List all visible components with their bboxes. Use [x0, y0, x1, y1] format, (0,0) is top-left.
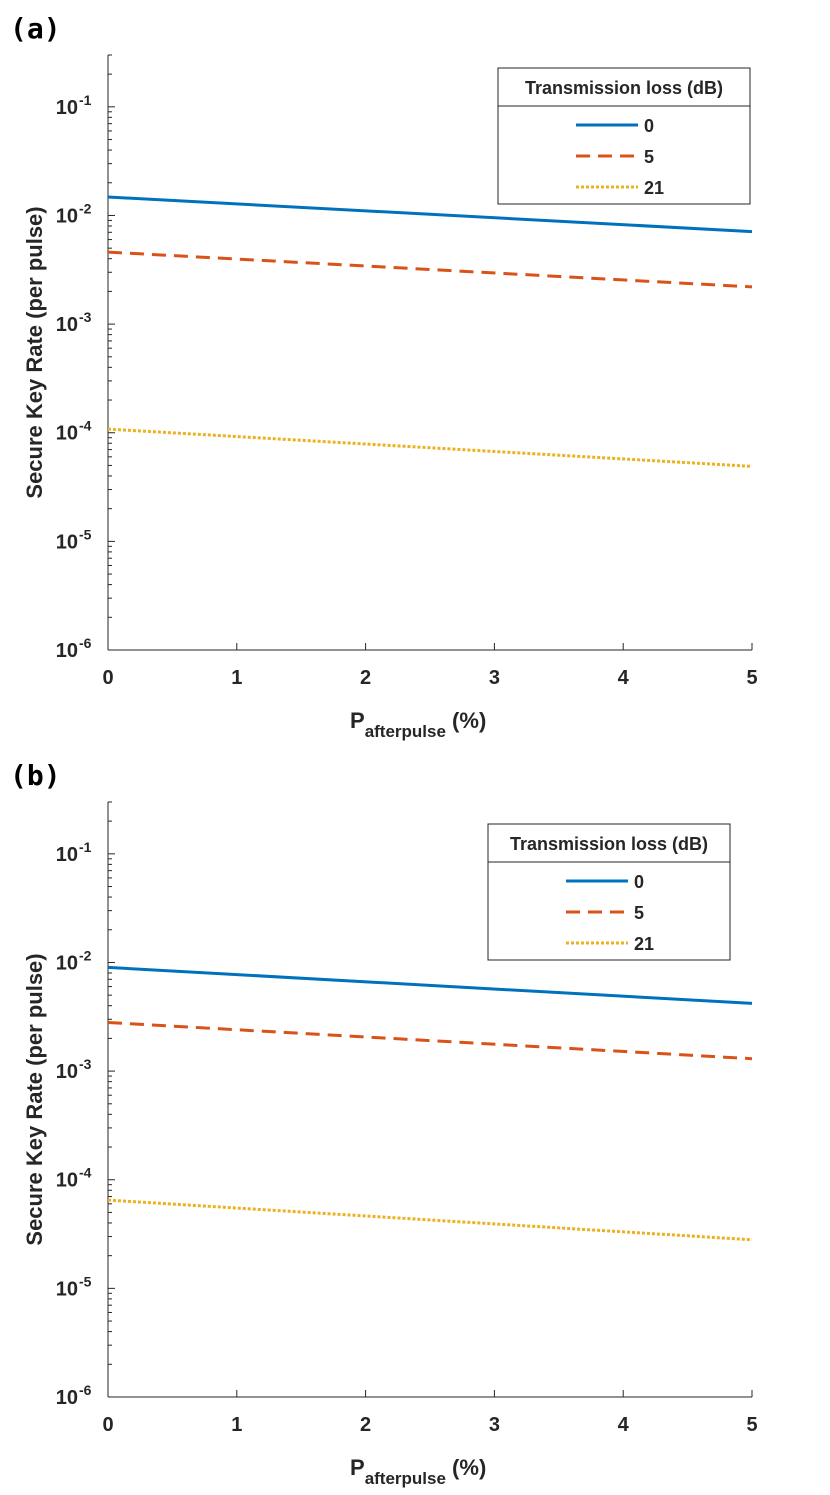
x-tick-label: 5: [746, 667, 757, 689]
x-tick-label: 5: [746, 1414, 757, 1436]
legend-entry-label: 21: [634, 934, 654, 954]
y-tick-label: 10: [56, 97, 78, 119]
chart-panel-b: (b)10 -610 -510 -410 -310 -210 -10 1 2 3 4 5Pafterp…: [10, 759, 758, 1488]
x-axis-label: Pafterpulse (%): [350, 1455, 486, 1488]
y-tick-base: 10: [56, 844, 78, 866]
y-tick-label: 10: [56, 423, 78, 445]
legend-entry-label: 21: [644, 178, 664, 198]
legend-box: [497, 67, 751, 205]
y-tick-base: 10: [56, 97, 78, 119]
x-tick-label: 2: [360, 667, 371, 689]
legend-box: [487, 823, 731, 961]
x-axis-label-subscript: afterpulse: [365, 722, 446, 741]
x-axis-label-main: P: [350, 1455, 365, 1480]
x-axis-label-suffix: (%): [446, 1455, 486, 1480]
series-line-5dB: [107, 1021, 753, 1061]
y-axis-label: Secure Key Rate (per pulse): [22, 206, 47, 498]
x-tick-label: 3: [489, 1414, 500, 1436]
x-axis-label-main: P: [350, 708, 365, 733]
y-tick-base: 10: [56, 1278, 78, 1300]
legend-entry-label: 5: [634, 903, 644, 923]
y-tick-label: 10: [56, 1387, 78, 1409]
y-tick-label: 10: [56, 844, 78, 866]
y-tick-exponent: -2: [79, 200, 92, 216]
y-tick-label: 10: [56, 952, 78, 974]
y-tick-base: 10: [56, 205, 78, 227]
x-tick-label: 1: [231, 667, 242, 689]
y-tick-exponent: -2: [79, 947, 92, 963]
legend-entry-label: 0: [644, 116, 654, 136]
y-tick-exponent: -6: [79, 635, 92, 651]
legend-entry-label: 0: [634, 872, 644, 892]
y-tick-base: 10: [56, 952, 78, 974]
legend: Transmission loss (dB) 0 5 21: [487, 823, 731, 961]
y-axis-label: Secure Key Rate (per pulse): [22, 953, 47, 1245]
y-tick-base: 10: [56, 1170, 78, 1192]
y-tick-exponent: -5: [79, 526, 92, 542]
y-tick-label: 10: [56, 1170, 78, 1192]
y-tick-base: 10: [56, 423, 78, 445]
x-tick-label: 1: [231, 1414, 242, 1436]
y-tick-base: 10: [56, 531, 78, 553]
y-tick-exponent: -3: [79, 1056, 92, 1072]
y-tick-label: 10: [56, 205, 78, 227]
x-tick-label: 3: [489, 667, 500, 689]
y-tick-label: 10: [56, 640, 78, 662]
y-tick-base: 10: [56, 640, 78, 662]
y-tick-exponent: -4: [79, 1165, 92, 1181]
x-tick-label: 0: [102, 667, 113, 689]
y-tick-base: 10: [56, 314, 78, 336]
legend-title: Transmission loss (dB): [510, 834, 708, 854]
y-tick-exponent: -1: [79, 92, 92, 108]
y-tick-base: 10: [56, 1387, 78, 1409]
panel-label: (b): [10, 759, 61, 792]
y-tick-exponent: -5: [79, 1273, 92, 1289]
x-axis-label: Pafterpulse (%): [350, 708, 486, 741]
x-tick-label: 4: [618, 667, 630, 689]
panel-label: (a): [10, 12, 61, 45]
x-tick-label: 0: [102, 1414, 113, 1436]
series-line-21dB: [107, 427, 753, 468]
y-tick-base: 10: [56, 1061, 78, 1083]
x-axis-label-suffix: (%): [446, 708, 486, 733]
x-tick-label: 2: [360, 1414, 371, 1436]
series-line-5dB: [107, 250, 753, 289]
series-line-21dB: [107, 1198, 753, 1242]
y-tick-label: 10: [56, 314, 78, 336]
y-tick-label: 10: [56, 1278, 78, 1300]
y-tick-label: 10: [56, 531, 78, 553]
x-axis-label-subscript: afterpulse: [365, 1469, 446, 1488]
y-tick-exponent: -4: [79, 418, 92, 434]
y-tick-exponent: -6: [79, 1382, 92, 1398]
x-tick-label: 4: [618, 1414, 630, 1436]
legend-entry-label: 5: [644, 147, 654, 167]
legend: Transmission loss (dB) 0 5 21: [497, 67, 751, 205]
y-tick-exponent: -3: [79, 309, 92, 325]
y-tick-label: 10: [56, 1061, 78, 1083]
series-line-0dB: [107, 965, 753, 1005]
series-line-0dB: [107, 195, 753, 234]
legend-title: Transmission loss (dB): [525, 78, 723, 98]
y-tick-exponent: -1: [79, 839, 92, 855]
chart-panel-a: (a)10 -610 -510 -410 -310 -210 -10 1 2 3 4 5Pafterp…: [10, 12, 758, 741]
